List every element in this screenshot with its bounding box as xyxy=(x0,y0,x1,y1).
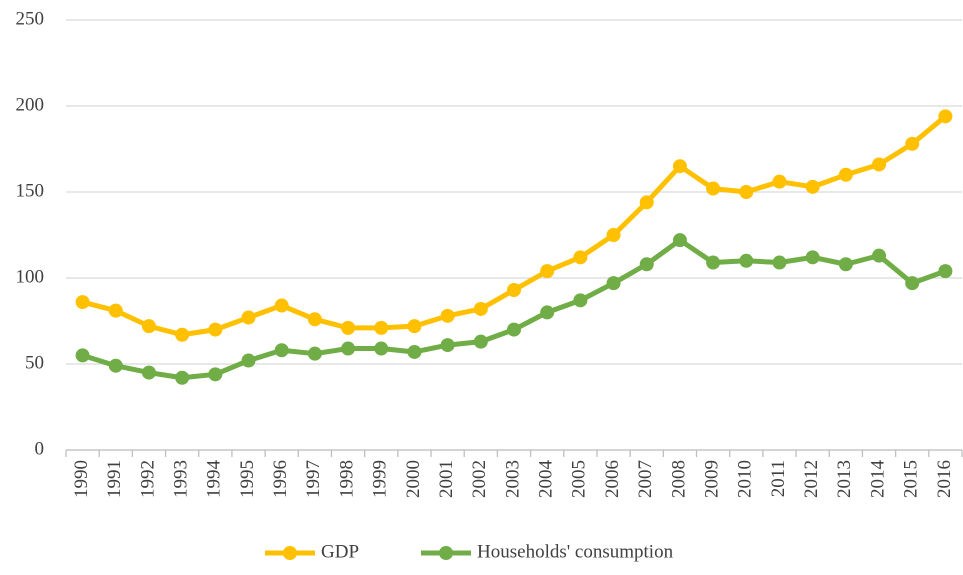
point xyxy=(672,233,687,248)
point xyxy=(739,253,754,268)
point xyxy=(672,159,687,174)
x-tick-label: 1993 xyxy=(171,460,192,498)
x-tick-label: 2012 xyxy=(801,460,822,498)
point xyxy=(540,264,555,279)
point xyxy=(341,341,356,356)
y-tick-label: 0 xyxy=(35,438,45,459)
x-tick-label: 2000 xyxy=(403,460,424,498)
y-tick-label: 250 xyxy=(16,8,45,29)
point xyxy=(772,255,787,270)
point xyxy=(141,319,156,334)
point xyxy=(274,343,289,358)
point xyxy=(407,344,422,359)
x-tick-label: 2004 xyxy=(536,460,557,499)
legend-marker xyxy=(439,546,454,560)
point xyxy=(872,157,887,172)
point xyxy=(108,303,123,318)
point xyxy=(307,346,322,361)
x-tick-label: 2006 xyxy=(602,460,623,498)
point xyxy=(872,248,887,263)
point xyxy=(905,136,920,151)
x-tick-label: 2011 xyxy=(768,460,789,497)
point xyxy=(374,341,389,356)
x-tick-label: 1999 xyxy=(370,460,391,498)
point xyxy=(938,264,953,279)
x-tick-label: 1994 xyxy=(204,460,225,499)
x-tick-label: 1998 xyxy=(336,460,357,498)
point xyxy=(274,298,289,313)
x-tick-label: 2007 xyxy=(635,460,656,498)
point xyxy=(805,179,820,194)
y-tick-label: 200 xyxy=(16,94,45,115)
point xyxy=(838,167,853,182)
series-line xyxy=(81,114,948,338)
point xyxy=(507,283,521,298)
point xyxy=(407,319,422,334)
x-tick-label: 1996 xyxy=(270,460,291,498)
y-tick-label: 150 xyxy=(16,180,45,201)
point xyxy=(573,293,588,308)
x-tick-label: 2014 xyxy=(867,460,888,499)
point xyxy=(208,367,223,382)
point xyxy=(241,310,256,325)
x-tick-label: 2008 xyxy=(668,460,689,498)
x-tick-label: 2016 xyxy=(934,460,955,498)
point xyxy=(905,276,920,291)
x-tick-label: 1992 xyxy=(137,460,158,498)
point xyxy=(573,250,588,265)
point xyxy=(739,185,754,199)
point xyxy=(141,365,156,380)
x-tick-label: 2009 xyxy=(701,460,722,498)
point xyxy=(938,109,953,124)
x-tick-label: 1997 xyxy=(303,460,324,498)
x-tick-label: 2002 xyxy=(469,460,490,498)
x-tick-label: 1991 xyxy=(104,460,125,498)
x-tick-label: 2005 xyxy=(569,460,590,498)
x-tick-label: 2013 xyxy=(834,460,855,498)
point xyxy=(606,228,621,242)
point xyxy=(341,320,356,335)
point xyxy=(307,312,322,327)
point xyxy=(241,353,256,368)
x-tick-label: 2010 xyxy=(735,460,756,498)
point xyxy=(108,358,123,373)
point xyxy=(440,338,455,353)
point xyxy=(208,322,223,337)
legend-label: Households' consumption xyxy=(477,541,674,562)
x-tick-label: 2015 xyxy=(901,460,922,498)
point xyxy=(706,255,721,270)
point xyxy=(507,322,521,337)
point xyxy=(639,257,654,272)
point xyxy=(540,305,555,320)
point xyxy=(75,348,90,363)
point xyxy=(706,181,721,196)
point xyxy=(175,370,190,385)
point xyxy=(473,334,488,349)
y-tick-label: 50 xyxy=(25,352,44,373)
legend-marker xyxy=(283,546,297,560)
point xyxy=(606,276,621,291)
x-tick-label: 2001 xyxy=(436,460,457,498)
point xyxy=(374,320,389,335)
point xyxy=(772,174,787,189)
legend-label: GDP xyxy=(321,541,359,562)
point xyxy=(805,250,820,265)
point xyxy=(838,257,853,272)
x-tick-label: 1995 xyxy=(237,460,258,498)
point xyxy=(639,195,654,210)
point xyxy=(75,295,90,310)
x-tick-label: 1990 xyxy=(71,460,92,498)
x-tick-label: 2003 xyxy=(502,460,523,498)
y-tick-label: 100 xyxy=(16,266,45,287)
point xyxy=(440,308,455,323)
point xyxy=(175,327,190,342)
point xyxy=(473,301,488,316)
